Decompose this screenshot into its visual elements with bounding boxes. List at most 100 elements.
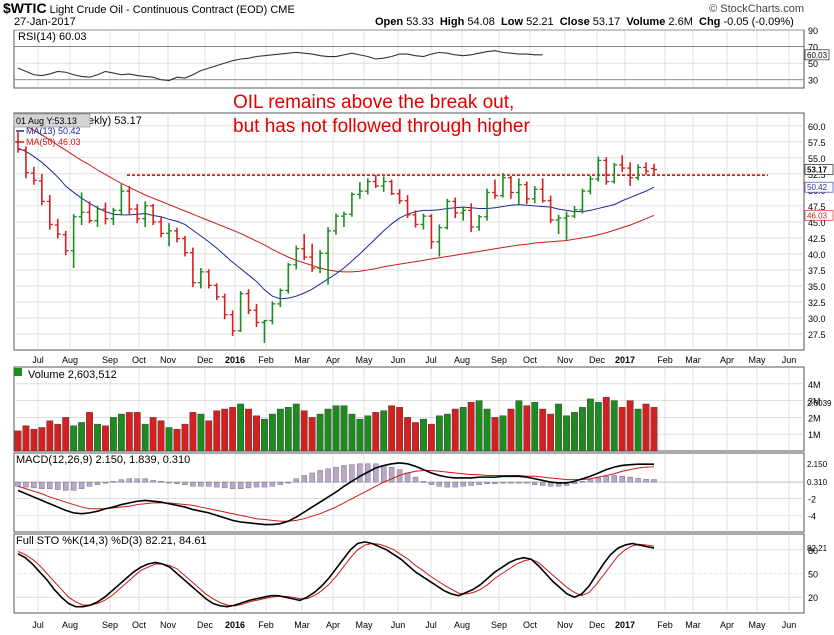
ma50-value: 46.03	[807, 211, 828, 220]
ohlc-bar	[428, 214, 435, 249]
volume-bar	[197, 413, 205, 452]
macd-histogram-bar	[309, 472, 315, 483]
price-x-label: Dec	[589, 355, 606, 365]
bottom-x-label: Sep	[102, 620, 118, 630]
ohlc-bar	[94, 205, 101, 228]
ohlc-bar	[166, 223, 173, 247]
bottom-x-label: Aug	[62, 620, 78, 630]
rsi-label: RSI(14) 60.03	[18, 31, 86, 43]
volume-bar	[78, 422, 86, 452]
volume-bar	[14, 430, 22, 452]
price-tick-label: 27.5	[808, 330, 826, 340]
volume-bar	[587, 398, 594, 452]
open-label: Open	[375, 16, 404, 28]
macd-current: 2.150	[807, 460, 828, 469]
branding[interactable]: © StockCharts.com	[709, 3, 804, 15]
volume-bar	[157, 420, 165, 452]
last-price-box	[804, 164, 834, 175]
ohlc-bar	[531, 186, 538, 204]
volume-bar	[602, 397, 610, 452]
ohlc-bar	[126, 186, 133, 215]
ohlc-bar	[110, 207, 117, 226]
volume-bar	[86, 412, 93, 452]
price-x-label: 2017	[615, 355, 635, 365]
volume-label: Volume 2,603,512	[28, 369, 117, 381]
volume-bar	[340, 405, 348, 452]
macd-histogram-bar	[540, 481, 546, 486]
sto-label: Full STO %K(14,3) %D(3) 82.21, 84.61	[16, 535, 207, 547]
volume-bar	[117, 413, 125, 452]
price-x-label: Jul	[32, 355, 44, 365]
macd-histogram-bar	[221, 481, 228, 489]
volume-bar	[229, 407, 237, 452]
panel-frame-rsi	[13, 29, 805, 89]
macd-histogram-bar	[237, 481, 244, 489]
volume-bar	[420, 418, 427, 452]
volume-bar	[642, 403, 650, 452]
volume-bar	[451, 408, 459, 452]
price-x-label: Sep	[491, 355, 507, 365]
volume-bar	[491, 417, 499, 452]
macd-histogram-bar	[198, 481, 204, 487]
macd-histogram-bar	[102, 481, 109, 484]
volume-bar	[261, 418, 268, 452]
macd-histogram-bar	[317, 470, 323, 483]
macd-histogram-bar	[579, 481, 586, 483]
price-x-label: Dec	[197, 355, 214, 365]
price-tick-label: 40.0	[808, 250, 826, 260]
ohlc-bar	[364, 178, 371, 195]
volume-bar	[483, 408, 491, 452]
volume-bar	[547, 413, 555, 452]
sto-d-line	[17, 542, 655, 607]
chg-label: Chg	[699, 16, 721, 28]
ohlc-bar	[269, 301, 276, 325]
ohlc-bar	[635, 164, 642, 181]
ohlc-bar	[325, 227, 332, 285]
volume-bar	[563, 415, 570, 452]
ohlc-bar	[452, 197, 459, 219]
bottom-x-label: Feb	[258, 620, 274, 630]
sto-k-line	[17, 541, 655, 608]
bottom-x-label: Apr	[326, 620, 340, 630]
macd-histogram-bar	[245, 481, 252, 489]
ohlc-bar	[507, 175, 514, 199]
ohlc-bar	[348, 192, 355, 217]
macd-histogram-bar	[31, 481, 37, 489]
volume-bar	[443, 413, 451, 452]
volume-bar	[253, 415, 260, 452]
volume-bar	[102, 425, 109, 452]
volume-bar	[94, 423, 101, 452]
macd-histogram-bar	[452, 481, 458, 488]
ohlc-bar	[356, 182, 363, 199]
macd-histogram-bar	[492, 481, 498, 484]
bottom-x-label: 2017	[615, 620, 635, 630]
bottom-x-label: Dec	[197, 620, 214, 630]
price-x-label: Jul	[425, 355, 437, 365]
ohlc-bar	[372, 175, 379, 188]
volume-bar	[507, 408, 515, 452]
high-label: High	[439, 16, 465, 28]
ohlc-bar	[515, 178, 522, 206]
macd-histogram-bar	[150, 480, 156, 483]
bottom-x-label: Feb	[657, 620, 673, 630]
macd-histogram-bar	[476, 481, 482, 485]
chg-value: -0.05 (-0.09%)	[723, 16, 794, 28]
ohlc-bar	[253, 303, 260, 327]
volume-bar	[571, 412, 578, 452]
macd-histogram-current: 0.310	[807, 478, 828, 487]
ohlc-bar	[499, 173, 506, 198]
volume-bar	[650, 407, 658, 452]
macd-label: MACD(12,26,9) 2.150, 1.839, 0.310	[16, 454, 190, 466]
ohlc-bar	[118, 184, 125, 216]
volume-bar	[396, 407, 403, 452]
ohlc-bar	[213, 283, 220, 301]
ohlc-bar	[229, 310, 236, 336]
ohlc-bar	[340, 211, 347, 228]
ma13-legend: MA(13) 50.42	[26, 126, 81, 136]
macd-histogram-bar	[63, 481, 69, 491]
price-x-label: Feb	[657, 355, 673, 365]
ma50-line	[17, 122, 655, 273]
ohlc-bar	[174, 227, 180, 243]
ohlc-bar	[38, 173, 45, 206]
price-x-label: May	[748, 355, 766, 365]
